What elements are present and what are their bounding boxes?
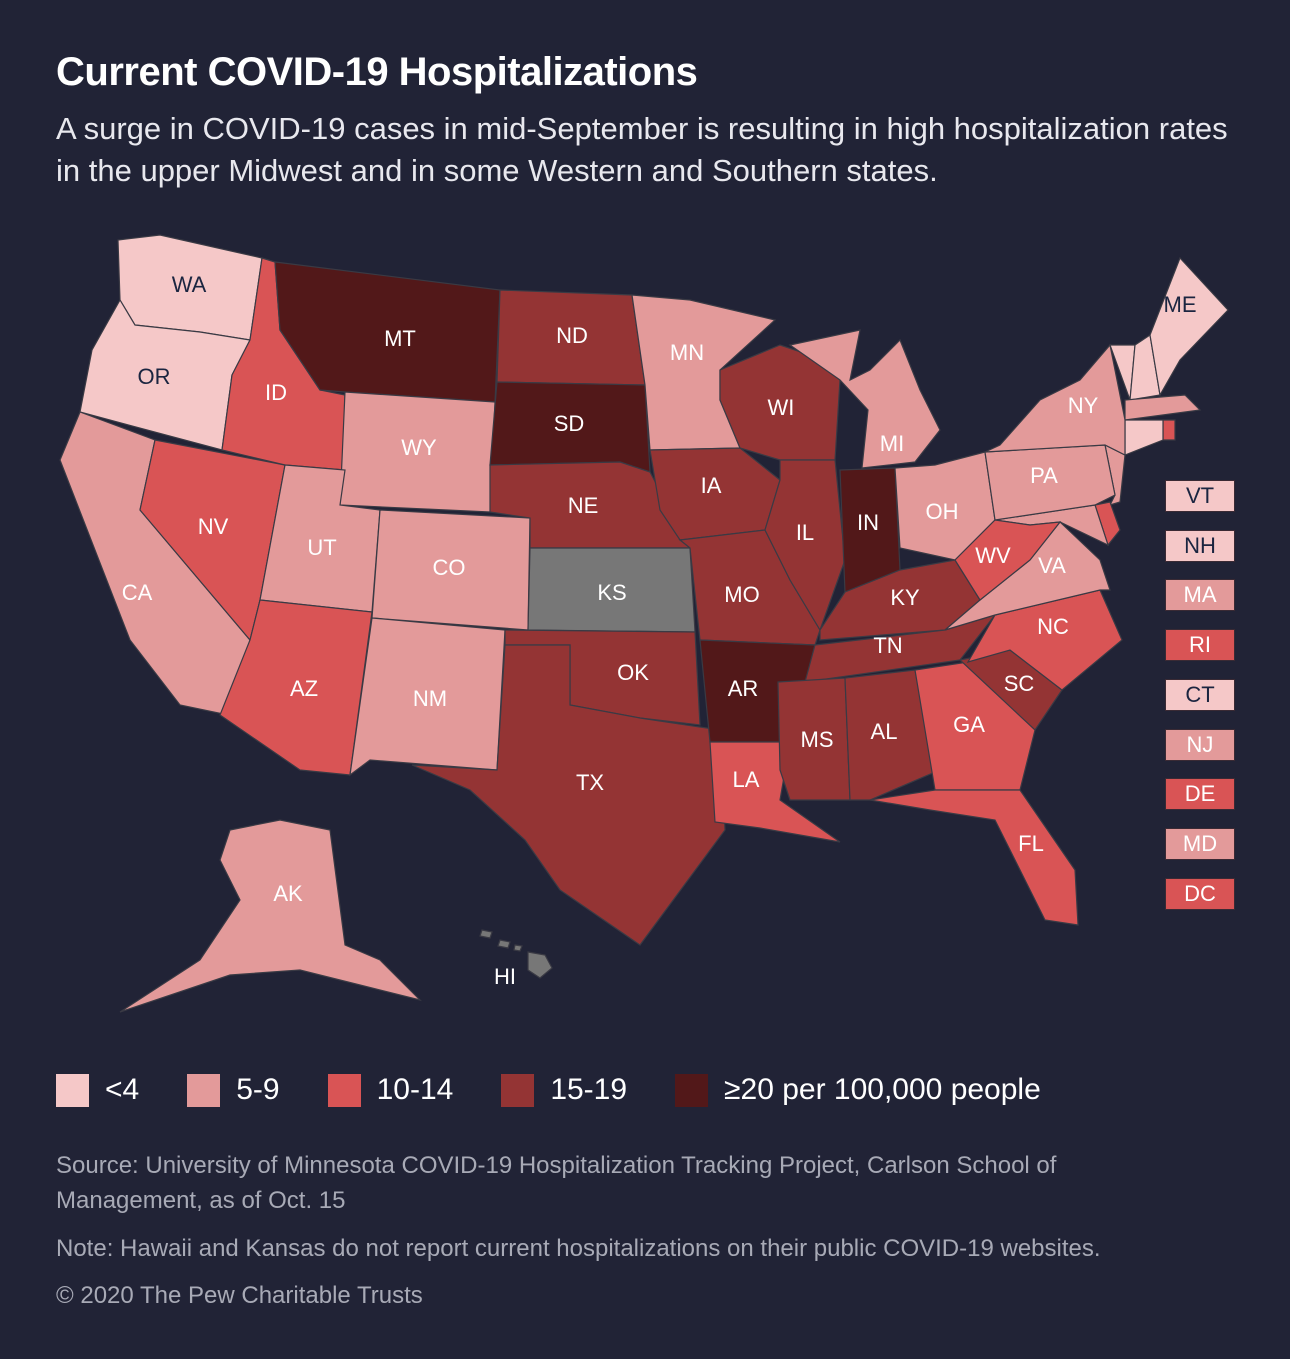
state-label-al: AL (871, 719, 898, 744)
state-ny (984, 343, 1126, 456)
state-label-ut: UT (307, 535, 336, 560)
state-label-sc: SC (1004, 671, 1035, 696)
state-label-ak: AK (273, 881, 303, 906)
legend-swatch (187, 1073, 221, 1107)
state-mi (788, 329, 941, 469)
state-label-il: IL (796, 520, 814, 545)
state-label-sd: SD (554, 411, 585, 436)
state-label-fl: FL (1018, 831, 1044, 856)
state-hi-island (497, 939, 511, 949)
state-label-nc: NC (1037, 614, 1069, 639)
state-hi (527, 951, 553, 979)
source-note: Source: University of Minnesota COVID-19… (56, 1152, 1057, 1214)
callout-ct: CT (1165, 678, 1235, 711)
state-label-or: OR (138, 364, 171, 389)
state-label-ok: OK (617, 660, 649, 685)
state-label-ky: KY (890, 585, 920, 610)
state-label-wi: WI (768, 395, 795, 420)
legend-label: ≥20 per 100,000 people (724, 1073, 1041, 1106)
callout-ma: MA (1165, 579, 1235, 612)
callout-nh: NH (1165, 529, 1235, 562)
state-label-mi: MI (880, 431, 904, 456)
state-ga (914, 661, 1036, 791)
state-ak (119, 819, 422, 1013)
state-label-ia: IA (701, 473, 722, 498)
legend-item: <4 (56, 1073, 139, 1107)
state-label-mn: MN (670, 340, 704, 365)
legend-label: 10-14 (376, 1073, 454, 1106)
callout-dc: DC (1165, 877, 1235, 910)
chart-title: Current COVID-19 Hospitalizations (56, 50, 698, 94)
legend: <4 5-9 10-14 15-19 ≥20 per 100,000 people (56, 1073, 1089, 1107)
state-label-tx: TX (576, 770, 604, 795)
state-ma (1124, 394, 1202, 421)
state-label-la: LA (733, 767, 760, 792)
legend-item: ≥20 per 100,000 people (675, 1073, 1041, 1107)
callout-nj: NJ (1165, 728, 1235, 761)
state-label-id: ID (265, 380, 287, 405)
callout-vt: VT (1165, 480, 1235, 512)
state-label-nd: ND (556, 323, 588, 348)
state-label-nv: NV (198, 514, 229, 539)
state-nm (349, 617, 506, 777)
state-label-ar: AR (728, 676, 759, 701)
state-label-wy: WY (401, 435, 437, 460)
state-label-mt: MT (384, 326, 416, 351)
state-az (219, 599, 373, 776)
state-hi-island (513, 944, 523, 952)
state-label-ks: KS (597, 580, 626, 605)
state-label-tn: TN (873, 633, 902, 658)
state-label-nm: NM (413, 686, 447, 711)
state-label-oh: OH (926, 499, 959, 524)
state-label-pa: PA (1030, 463, 1058, 488)
copyright: © 2020 The Pew Charitable Trusts (56, 1282, 423, 1309)
chart-subtitle: A surge in COVID-19 cases in mid-Septemb… (56, 111, 1228, 188)
state-label-va: VA (1038, 553, 1066, 578)
legend-item: 5-9 (187, 1073, 280, 1107)
state-label-co: CO (433, 555, 466, 580)
state-label-me: ME (1164, 292, 1197, 317)
callout-de: DE (1165, 778, 1235, 811)
legend-item: 10-14 (327, 1073, 454, 1107)
state-label-hi: HI (494, 964, 516, 989)
legend-swatch (501, 1073, 535, 1107)
legend-swatch (56, 1073, 89, 1107)
legend-swatch (327, 1073, 361, 1107)
state-label-wa: WA (172, 272, 207, 297)
state-me (1149, 256, 1229, 397)
state-label-in: IN (857, 510, 879, 535)
state-tn (804, 613, 997, 683)
state-il (764, 459, 846, 632)
state-ms (777, 677, 851, 801)
legend-swatch (675, 1073, 709, 1107)
legend-label: 15-19 (550, 1073, 628, 1106)
legend-item: 15-19 (501, 1073, 627, 1107)
state-label-ne: NE (568, 493, 599, 518)
state-label-mo: MO (724, 582, 759, 607)
callout-ri: RI (1165, 629, 1235, 662)
legend-label: 5-9 (236, 1073, 280, 1106)
legend-label: <4 (105, 1073, 140, 1106)
state-ri (1162, 419, 1176, 441)
state-label-ms: MS (801, 727, 834, 752)
footnote: Note: Hawaii and Kansas do not report cu… (56, 1235, 1101, 1262)
state-fl (869, 789, 1079, 926)
state-label-ny: NY (1068, 393, 1099, 418)
state-label-az: AZ (290, 676, 318, 701)
state-hi-island (479, 929, 493, 939)
state-label-ca: CA (122, 580, 153, 605)
state-ct (1124, 419, 1164, 456)
state-label-wv: WV (975, 543, 1011, 568)
callout-md: MD (1165, 827, 1235, 860)
state-tx (411, 644, 726, 946)
state-al (844, 669, 936, 801)
state-label-ga: GA (953, 712, 985, 737)
